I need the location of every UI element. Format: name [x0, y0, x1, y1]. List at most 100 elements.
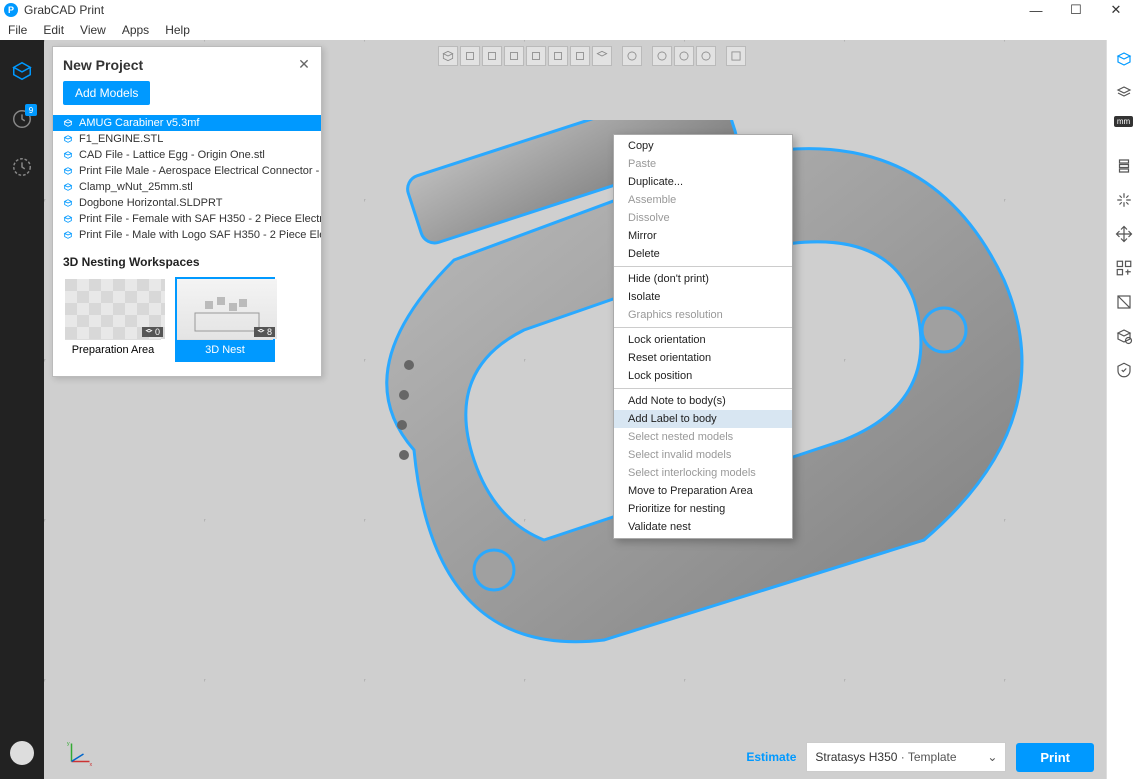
shade-3-icon[interactable]	[696, 46, 716, 66]
menu-file[interactable]: File	[0, 21, 35, 39]
analysis-tool-icon[interactable]	[1113, 359, 1135, 381]
menu-help[interactable]: Help	[157, 21, 198, 39]
context-item[interactable]: Validate nest	[614, 518, 792, 536]
project-item-label: AMUG Carabiner v5.3mf	[79, 117, 199, 129]
menu-apps[interactable]: Apps	[114, 21, 157, 39]
workspace-card[interactable]: 0Preparation Area	[63, 277, 163, 362]
workspace-label: 3D Nest	[177, 339, 273, 360]
menu-edit[interactable]: Edit	[35, 21, 72, 39]
move-tool-icon[interactable]	[1113, 223, 1135, 245]
viewport-3d[interactable]: ✕ New Project Add Models AMUG Carabiner …	[44, 40, 1140, 779]
view-top-icon[interactable]	[526, 46, 546, 66]
workspace-thumb: 8	[177, 279, 277, 339]
minimize-button[interactable]: —	[1016, 0, 1056, 20]
context-menu: CopyPasteDuplicate...AssembleDissolveMir…	[613, 134, 793, 539]
context-separator	[614, 388, 792, 389]
left-rail: 9	[0, 40, 44, 779]
right-rail: mm	[1106, 40, 1140, 779]
project-item[interactable]: Print File - Male with Logo SAF H350 - 2…	[53, 227, 321, 243]
app-title: GrabCAD Print	[24, 3, 104, 17]
context-separator	[614, 266, 792, 267]
project-item[interactable]: Clamp_wNut_25mm.stl	[53, 179, 321, 195]
printer-select[interactable]: Stratasys H350 · Template ⌄	[806, 742, 1006, 772]
panel-close-icon[interactable]: ✕	[295, 55, 313, 73]
settings-tool-icon[interactable]	[1113, 325, 1135, 347]
add-models-button[interactable]: Add Models	[63, 81, 150, 105]
view-back-icon[interactable]	[548, 46, 568, 66]
model-icon	[63, 198, 73, 208]
context-item[interactable]: Copy	[614, 137, 792, 155]
scale-tool-icon[interactable]	[1113, 291, 1135, 313]
context-item[interactable]: Lock orientation	[614, 331, 792, 349]
shade-2-icon[interactable]	[674, 46, 694, 66]
context-item[interactable]: Isolate	[614, 288, 792, 306]
workspace-card[interactable]: 8 3D Nest	[175, 277, 275, 362]
workspace-row: 0Preparation Area 8 3D Nest	[63, 277, 311, 362]
project-item[interactable]: F1_ENGINE.STL	[53, 131, 321, 147]
view-toolbar	[438, 46, 746, 66]
context-item[interactable]: Add Label to body	[614, 410, 792, 428]
context-item: Graphics resolution	[614, 306, 792, 324]
project-tab-icon[interactable]	[9, 58, 35, 84]
project-item[interactable]: Print File - Female with SAF H350 - 2 Pi…	[53, 211, 321, 227]
maximize-button[interactable]: ☐	[1056, 0, 1096, 20]
view-right-icon[interactable]	[504, 46, 524, 66]
view-persp-icon[interactable]	[592, 46, 612, 66]
project-item[interactable]: CAD File - Lattice Egg - Origin One.stl	[53, 147, 321, 163]
context-item[interactable]: Lock position	[614, 367, 792, 385]
model-tool-icon[interactable]	[1113, 48, 1135, 70]
model-icon	[63, 134, 73, 144]
view-iso-icon[interactable]	[438, 46, 458, 66]
view-left-icon[interactable]	[482, 46, 502, 66]
context-item[interactable]: Prioritize for nesting	[614, 500, 792, 518]
model-icon	[63, 118, 73, 128]
print-button[interactable]: Print	[1016, 743, 1094, 772]
context-item: Select invalid models	[614, 446, 792, 464]
project-item-label: Print File - Female with SAF H350 - 2 Pi…	[79, 213, 321, 225]
context-item[interactable]: Add Note to body(s)	[614, 392, 792, 410]
view-fit-icon[interactable]	[622, 46, 642, 66]
tray-tool-icon[interactable]	[1113, 82, 1135, 104]
workspace-count: 8	[254, 327, 275, 337]
printer-name: Stratasys H350	[815, 750, 897, 764]
menu-view[interactable]: View	[72, 21, 114, 39]
project-item-label: Print File - Male with Logo SAF H350 - 2…	[79, 229, 321, 241]
shade-1-icon[interactable]	[652, 46, 672, 66]
workspace-count: 0	[142, 327, 163, 337]
wire-icon[interactable]	[726, 46, 746, 66]
workspace-thumb: 0	[65, 279, 165, 339]
context-item[interactable]: Reset orientation	[614, 349, 792, 367]
project-item[interactable]: AMUG Carabiner v5.3mf	[53, 115, 321, 131]
orient-tool-icon[interactable]	[1113, 189, 1135, 211]
context-item: Paste	[614, 155, 792, 173]
user-avatar[interactable]	[10, 741, 34, 765]
menu-bar: File Edit View Apps Help	[0, 20, 1140, 40]
close-button[interactable]: ✕	[1096, 0, 1136, 20]
units-badge[interactable]: mm	[1114, 116, 1133, 127]
queue-badge: 9	[25, 104, 37, 116]
view-front-icon[interactable]	[460, 46, 480, 66]
project-item-label: CAD File - Lattice Egg - Origin One.stl	[79, 149, 265, 161]
window-controls: — ☐ ✕	[1016, 0, 1136, 20]
context-item[interactable]: Move to Preparation Area	[614, 482, 792, 500]
arrange-tool-icon[interactable]	[1113, 257, 1135, 279]
project-item[interactable]: Print File Male - Aerospace Electrical C…	[53, 163, 321, 179]
project-item-label: Dogbone Horizontal.SLDPRT	[79, 197, 222, 209]
estimate-link[interactable]: Estimate	[746, 750, 796, 764]
model-icon	[63, 166, 73, 176]
context-item[interactable]: Hide (don't print)	[614, 270, 792, 288]
context-item[interactable]: Delete	[614, 245, 792, 263]
context-item: Select interlocking models	[614, 464, 792, 482]
project-model-list: AMUG Carabiner v5.3mf F1_ENGINE.STL CAD Fi…	[53, 115, 321, 243]
view-bottom-icon[interactable]	[570, 46, 590, 66]
context-item[interactable]: Mirror	[614, 227, 792, 245]
panel-title: New Project	[63, 57, 311, 73]
project-item-label: Print File Male - Aerospace Electrical C…	[79, 165, 321, 177]
context-separator	[614, 327, 792, 328]
nesting-tool-icon[interactable]	[1113, 155, 1135, 177]
model-icon	[63, 230, 73, 240]
queue-tab-icon[interactable]: 9	[9, 106, 35, 132]
context-item[interactable]: Duplicate...	[614, 173, 792, 191]
history-tab-icon[interactable]	[9, 154, 35, 180]
project-item[interactable]: Dogbone Horizontal.SLDPRT	[53, 195, 321, 211]
